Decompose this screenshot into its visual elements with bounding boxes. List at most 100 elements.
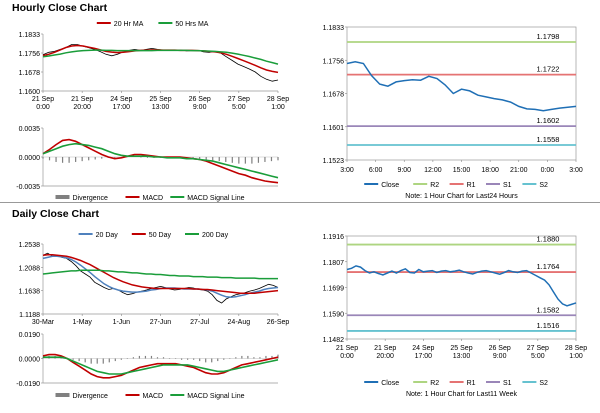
- level-label-s1: 1.1582: [537, 305, 560, 314]
- y-tick-label: 0.0190: [19, 332, 41, 339]
- chart-note: Note: 1 Hour Chart for Last11 Week: [406, 391, 518, 398]
- x-tick-label: 28 Sep: [267, 96, 289, 103]
- legend-label: 50 Hrs MA: [175, 21, 208, 28]
- divergence-bar: [180, 358, 183, 360]
- x-tick-label: 26-Sep: [267, 319, 290, 326]
- x-tick-label: 27 Sep: [527, 345, 549, 352]
- x-tick-label: 5:00: [531, 353, 545, 360]
- divergence-bar: [205, 157, 207, 160]
- divergence-bar: [90, 358, 92, 364]
- divergence-bar: [192, 157, 194, 158]
- x-tick-label: 27 Sep: [228, 96, 250, 103]
- series-line-200-day: [42, 269, 278, 280]
- y-tick-label: 1.1678: [19, 70, 41, 77]
- series-line-macd: [42, 353, 279, 379]
- divergence-bar: [114, 358, 116, 362]
- divergence-bar: [277, 157, 279, 161]
- x-tick-label: 25 Sep: [149, 96, 171, 103]
- divergence-bar: [108, 358, 110, 363]
- legend-label: MACD: [143, 393, 164, 400]
- x-tick-label: 13:00: [453, 353, 471, 360]
- divergence-bar: [75, 157, 77, 162]
- divergence-bar: [144, 355, 147, 359]
- legend-label: R2: [430, 182, 439, 189]
- series-line-close: [346, 61, 577, 112]
- x-tick-label: 26 Sep: [189, 96, 211, 103]
- divergence-bar: [271, 355, 273, 359]
- divergence-bar: [156, 357, 159, 359]
- y-tick-label: 1.1833: [19, 32, 41, 39]
- legend-label: Close: [381, 182, 399, 189]
- y-tick-label: 0.0035: [19, 126, 41, 133]
- legend-label: MACD Signal Line: [187, 393, 244, 400]
- y-tick-label: 1.1756: [19, 51, 41, 58]
- divergence-bar: [81, 157, 83, 162]
- y-tick-label: 1.1523: [323, 158, 345, 165]
- legend-label: R1: [467, 380, 476, 387]
- divergence-bar: [251, 157, 253, 164]
- x-tick-label: 9:00: [193, 104, 207, 111]
- series-line-20-day: [42, 255, 279, 299]
- divergence-bar: [277, 354, 279, 359]
- legend-label: Divergence: [73, 393, 109, 400]
- divergence-bar: [264, 157, 266, 162]
- divergence-bar: [132, 357, 134, 359]
- divergence-bar: [235, 357, 237, 359]
- series-line-20-hr-ma: [42, 44, 279, 74]
- divergence-bar: [225, 157, 227, 162]
- hourly-section-title: Hourly Close Chart: [12, 2, 108, 14]
- x-tick-label: 21 Sep: [71, 96, 93, 103]
- y-tick-label: -0.0035: [16, 184, 40, 191]
- x-tick-label: 24 Sep: [110, 96, 132, 103]
- x-tick-label: 20:00: [376, 353, 394, 360]
- divergence-bar: [193, 358, 195, 360]
- divergence-bar: [253, 357, 255, 359]
- divergence-bar: [199, 157, 201, 159]
- divergence-bar: [174, 358, 177, 359]
- divergence-bar: [217, 358, 219, 362]
- x-tick-label: 27-Jun: [150, 319, 172, 326]
- legend-label: R2: [430, 380, 439, 387]
- x-tick-label: 1-Jun: [113, 319, 131, 326]
- x-tick-label: 21 Sep: [32, 96, 54, 103]
- divergence-bar: [212, 157, 214, 161]
- y-tick-label: -0.0190: [16, 381, 40, 388]
- x-tick-label: 9:00: [493, 353, 507, 360]
- level-label-s2: 1.1516: [537, 321, 560, 330]
- divergence-bar: [229, 358, 231, 359]
- y-tick-label: 1.1482: [323, 337, 345, 344]
- y-tick-label: 1.1188: [19, 312, 40, 319]
- x-tick-label: 3:00: [340, 167, 354, 174]
- x-tick-label: 18:00: [481, 167, 499, 174]
- y-tick-label: 1.1678: [323, 92, 345, 99]
- x-tick-label: 30-Mar: [32, 319, 55, 326]
- x-tick-label: 24 Sep: [412, 345, 434, 352]
- divergence-bar: [94, 157, 96, 160]
- x-tick-label: 17:00: [113, 104, 131, 111]
- divergence-bar: [168, 358, 171, 359]
- y-tick-label: 1.1590: [323, 311, 345, 318]
- y-tick-label: 1.1638: [19, 289, 41, 296]
- legend-label: S1: [503, 182, 512, 189]
- divergence-bar: [102, 358, 104, 364]
- divergence-bar: [126, 358, 128, 359]
- x-tick-label: 20:00: [73, 104, 91, 111]
- y-tick-label: 0.0000: [19, 155, 41, 162]
- legend-label: MACD: [143, 195, 164, 202]
- y-tick-label: 1.1807: [323, 260, 345, 267]
- divergence-bar: [150, 355, 153, 359]
- divergence-bar: [78, 358, 80, 362]
- x-tick-label: 15:00: [453, 167, 471, 174]
- divergence-bar: [257, 157, 260, 163]
- divergence-bar: [72, 358, 74, 360]
- divergence-bar: [140, 157, 142, 158]
- legend-label: S2: [539, 380, 548, 387]
- y-tick-label: 1.2088: [19, 265, 41, 272]
- hourly-pivot-chart: 1.1833 1.1756 1.1678 1.1601 1.1523 3:00 6:00 9:…: [323, 25, 583, 200]
- daily-macd-chart: 0.0190 0.0000 -0.0190 Divergence MACD MACD Si…: [16, 332, 279, 400]
- x-tick-label: 5:00: [232, 104, 246, 111]
- x-tick-label: 6:00: [369, 167, 383, 174]
- series-line-macd-signal-line: [42, 142, 279, 179]
